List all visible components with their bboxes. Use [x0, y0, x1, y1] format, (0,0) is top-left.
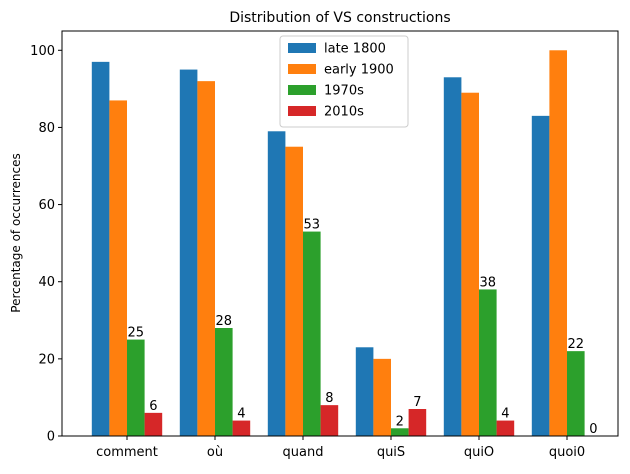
y-tick-label: 20	[38, 352, 55, 367]
bar-late-1800-comment	[91, 61, 110, 436]
legend-label: 1970s	[324, 84, 364, 99]
bar-2010s-où	[232, 420, 251, 436]
legend-label: early 1900	[324, 63, 394, 78]
x-tick-label: quoi0	[549, 445, 585, 460]
x-axis: comment où quand quiS quiO quoi0	[96, 436, 585, 460]
y-tick-label: 80	[38, 121, 55, 136]
legend: late 1800 early 1900 1970s 2010s	[279, 35, 409, 128]
y-axis: 0 20 40 60 80 100	[30, 44, 62, 445]
x-tick-label: comment	[96, 445, 158, 460]
data-label: 8	[325, 391, 333, 406]
legend-swatch	[288, 64, 316, 74]
bar-late-1800-où	[179, 69, 198, 437]
legend-label: 2010s	[324, 105, 364, 120]
bars-layer	[91, 50, 585, 437]
bar-1970s-quiS	[391, 428, 409, 436]
x-tick-label: où	[207, 445, 223, 460]
chart-title: Distribution of VS constructions	[229, 10, 450, 26]
legend-swatch	[288, 85, 316, 95]
bar-1970s-où	[215, 328, 233, 436]
y-tick-label: 60	[38, 198, 55, 213]
bar-1970s-quiO	[479, 289, 497, 436]
y-tick-label: 100	[30, 44, 55, 59]
legend-box	[279, 35, 409, 128]
bar-early-1900-où	[197, 81, 215, 437]
bar-2010s-quiO	[496, 420, 515, 436]
bar-late-1800-quiO	[443, 77, 462, 437]
y-axis-label: Percentage of occurrences	[9, 153, 23, 312]
data-label: 22	[568, 337, 585, 352]
bar-1970s-quand	[303, 231, 321, 436]
bar-late-1800-quiS	[355, 347, 374, 436]
legend-swatch	[288, 43, 316, 53]
x-tick-label: quiS	[377, 445, 405, 460]
x-tick-label: quand	[283, 445, 324, 460]
data-label: 28	[216, 314, 233, 329]
legend-swatch	[288, 106, 316, 116]
bar-early-1900-quiS	[373, 358, 391, 436]
bar-early-1900-comment	[109, 100, 127, 436]
bar-late-1800-quoi0	[531, 115, 550, 436]
data-label: 0	[589, 422, 597, 437]
data-label: 25	[128, 326, 145, 341]
bar-1970s-quoi0	[567, 351, 585, 436]
bar-early-1900-quand	[285, 146, 303, 436]
bar-labels-layer: 25 28 53 2 38 22 6 4 8 7 4 0	[128, 218, 598, 437]
y-tick-label: 0	[47, 430, 55, 445]
bar-2010s-comment	[144, 412, 163, 436]
bar-1970s-comment	[127, 339, 145, 436]
data-label: 6	[149, 399, 157, 414]
data-label: 7	[413, 395, 421, 410]
data-label: 38	[480, 275, 497, 290]
x-tick-label: quiO	[464, 445, 494, 460]
bar-late-1800-quand	[267, 131, 286, 437]
data-label: 4	[501, 407, 509, 422]
data-label: 4	[237, 407, 245, 422]
data-label: 2	[396, 414, 404, 429]
bar-2010s-quiS	[408, 409, 427, 436]
bar-early-1900-quoi0	[549, 50, 567, 437]
legend-label: late 1800	[324, 42, 386, 57]
bar-early-1900-quiO	[461, 92, 479, 436]
y-tick-label: 40	[38, 275, 55, 290]
data-label: 53	[304, 218, 321, 233]
bar-2010s-quand	[320, 405, 339, 436]
plot-frame	[61, 30, 619, 437]
